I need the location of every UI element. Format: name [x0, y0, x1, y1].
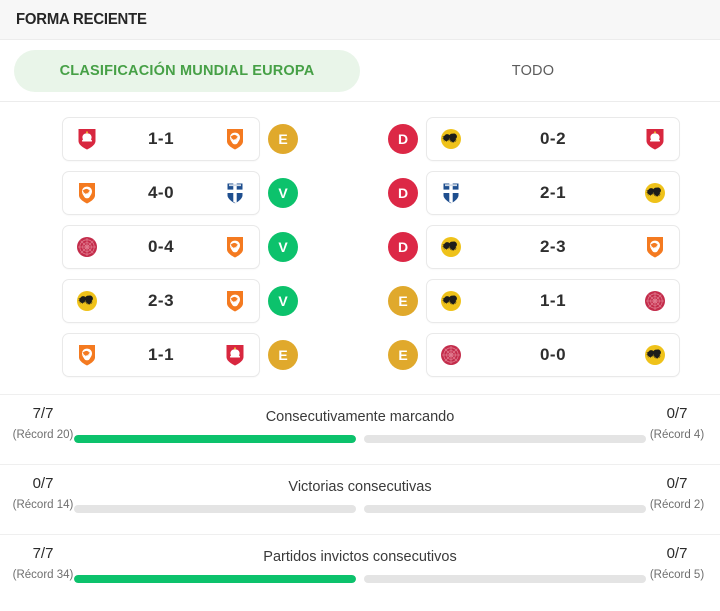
- match-row[interactable]: D 2-3: [360, 224, 720, 270]
- stat-right-value: 0/7: [666, 405, 688, 422]
- stat-right-value: 0/7: [666, 475, 688, 492]
- lithuania-crest: [643, 181, 667, 205]
- stat-right-record: (Récord 2): [649, 499, 705, 511]
- match-score: 4-0: [147, 183, 175, 202]
- matches-right-column: D 0-2 D 2-1 D 2-3 E 1-1 E 0-0: [360, 116, 720, 378]
- stat-label: Consecutivamente marcando: [265, 409, 455, 425]
- stat-right-bar: [364, 575, 646, 583]
- tab-label: CLASIFICACIÓN MUNDIAL EUROPA: [59, 62, 315, 79]
- match-card[interactable]: 0-0: [426, 333, 680, 377]
- stat-label: Partidos invictos consecutivos: [263, 549, 457, 565]
- lithuania-crest: [75, 289, 99, 313]
- match-card[interactable]: 4-0: [62, 171, 260, 215]
- tab-label: TODO: [511, 62, 555, 79]
- stat-left-bar: [74, 575, 356, 583]
- page-title: FORMA RECIENTE: [16, 10, 147, 28]
- netherlands-crest: [223, 127, 247, 151]
- result-badge-v: V: [268, 232, 298, 262]
- result-badge-e: E: [268, 340, 298, 370]
- match-row[interactable]: D 2-1: [360, 170, 720, 216]
- stat-right-bar: [364, 505, 646, 513]
- netherlands-crest: [223, 289, 247, 313]
- stat-row: 7/7 (Récord 34) Partidos invictos consecut…: [0, 534, 720, 604]
- match-card[interactable]: 0-2: [426, 117, 680, 161]
- matches-left-column: 1-1 E 4-0 V 0-4 V 2-3 V 1-1 E: [0, 116, 360, 378]
- poland-crest: [75, 127, 99, 151]
- match-score: 1-1: [539, 291, 567, 310]
- match-row[interactable]: 0-4 V: [0, 224, 360, 270]
- stat-right-bar: [364, 435, 646, 443]
- tab-todo[interactable]: TODO: [360, 50, 706, 92]
- match-score: 0-0: [539, 345, 567, 364]
- finland-crest: [439, 181, 463, 205]
- match-row[interactable]: E 0-0: [360, 332, 720, 378]
- match-score: 2-3: [539, 237, 567, 256]
- lithuania-crest: [643, 343, 667, 367]
- match-score: 2-1: [539, 183, 567, 202]
- result-badge-d: D: [388, 178, 418, 208]
- malta-crest: [439, 343, 463, 367]
- stat-left-value: 7/7: [32, 545, 54, 562]
- match-card[interactable]: 2-3: [426, 225, 680, 269]
- stat-left-record: (Récord 14): [12, 499, 74, 511]
- match-row[interactable]: E 1-1: [360, 278, 720, 324]
- result-badge-d: D: [388, 124, 418, 154]
- stat-left-bar: [74, 505, 356, 513]
- poland-crest: [643, 127, 667, 151]
- lithuania-crest: [439, 235, 463, 259]
- match-row[interactable]: 1-1 E: [0, 116, 360, 162]
- stat-left-value: 0/7: [32, 475, 54, 492]
- netherlands-crest: [223, 235, 247, 259]
- stat-left-record: (Récord 20): [12, 429, 74, 441]
- stat-right-record: (Récord 4): [649, 429, 705, 441]
- netherlands-crest: [75, 343, 99, 367]
- stat-row: 0/7 (Récord 14) Victorias consecutivas 0/7 (…: [0, 464, 720, 534]
- tab-clasificacion-mundial-europa[interactable]: CLASIFICACIÓN MUNDIAL EUROPA: [14, 49, 360, 92]
- match-card[interactable]: 1-1: [62, 333, 260, 377]
- result-badge-e: E: [388, 286, 418, 316]
- stat-left-bar: [74, 435, 356, 443]
- stat-label: Victorias consecutivas: [288, 479, 432, 495]
- match-card[interactable]: 2-3: [62, 279, 260, 323]
- match-row[interactable]: 1-1 E: [0, 332, 360, 378]
- result-badge-e: E: [268, 124, 298, 154]
- match-card[interactable]: 1-1: [426, 279, 680, 323]
- match-score: 1-1: [147, 345, 175, 364]
- lithuania-crest: [439, 127, 463, 151]
- stat-row: 7/7 (Récord 20) Consecutivamente marcando 0…: [0, 394, 720, 464]
- streak-stats-section: 7/7 (Récord 20) Consecutivamente marcando 0…: [0, 388, 720, 604]
- match-row[interactable]: 2-3 V: [0, 278, 360, 324]
- tab-bar: CLASIFICACIÓN MUNDIAL EUROPA TODO: [0, 40, 720, 102]
- netherlands-crest: [75, 181, 99, 205]
- matches-section: 1-1 E 4-0 V 0-4 V 2-3 V 1-1 E D 0-2 D 2-1 D 2-3 E 1-1 E 0-…: [0, 102, 720, 388]
- match-score: 0-2: [539, 129, 567, 148]
- stat-right-value: 0/7: [666, 545, 688, 562]
- match-score: 0-4: [147, 237, 175, 256]
- malta-crest: [75, 235, 99, 259]
- lithuania-crest: [439, 289, 463, 313]
- stat-right-record: (Récord 5): [649, 569, 705, 581]
- poland-crest: [223, 343, 247, 367]
- result-badge-e: E: [388, 340, 418, 370]
- match-card[interactable]: 0-4: [62, 225, 260, 269]
- match-row[interactable]: 4-0 V: [0, 170, 360, 216]
- match-row[interactable]: D 0-2: [360, 116, 720, 162]
- netherlands-crest: [643, 235, 667, 259]
- match-card[interactable]: 1-1: [62, 117, 260, 161]
- finland-crest: [223, 181, 247, 205]
- match-score: 2-3: [147, 291, 175, 310]
- result-badge-v: V: [268, 286, 298, 316]
- result-badge-v: V: [268, 178, 298, 208]
- match-score: 1-1: [147, 129, 175, 148]
- result-badge-d: D: [388, 232, 418, 262]
- match-card[interactable]: 2-1: [426, 171, 680, 215]
- stat-left-value: 7/7: [32, 405, 54, 422]
- panel-header: FORMA RECIENTE: [0, 0, 720, 40]
- malta-crest: [643, 289, 667, 313]
- stat-left-record: (Récord 34): [12, 569, 74, 581]
